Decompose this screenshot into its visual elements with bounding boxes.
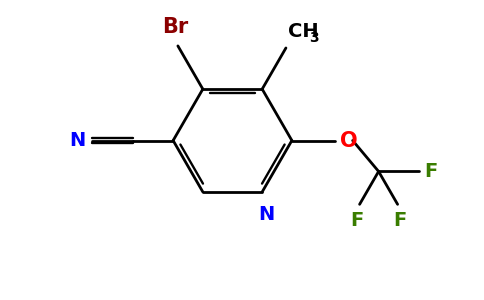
Text: F: F: [393, 212, 407, 230]
Text: Br: Br: [163, 17, 189, 38]
Text: F: F: [424, 162, 438, 181]
Text: N: N: [258, 205, 274, 224]
Text: N: N: [69, 131, 85, 150]
Text: CH: CH: [288, 22, 319, 41]
Text: O: O: [340, 130, 358, 151]
Text: 3: 3: [309, 31, 319, 45]
Text: F: F: [350, 212, 364, 230]
